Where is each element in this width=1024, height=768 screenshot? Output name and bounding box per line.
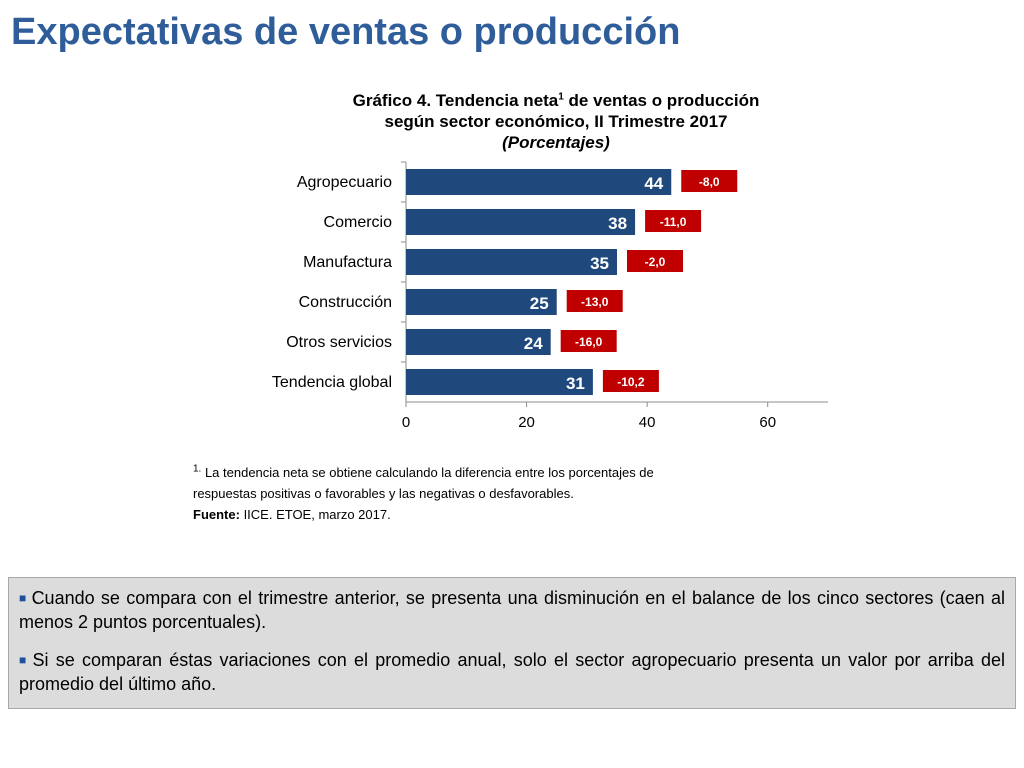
change-badge bbox=[560, 330, 617, 352]
change-badge bbox=[602, 370, 659, 392]
chart-title: Gráfico 4. Tendencia neta1 de ventas o p… bbox=[300, 90, 812, 153]
summary-item: ■ Cuando se compara con el trimestre ante… bbox=[19, 586, 1005, 634]
summary-item: ■ Si se comparan éstas variaciones con el… bbox=[19, 648, 1005, 696]
summary-item-text: Cuando se compara con el trimestre anter… bbox=[19, 588, 1005, 632]
footnote-text: La tendencia neta se obtiene calculando … bbox=[201, 465, 654, 480]
category-label: Tendencia global bbox=[272, 374, 392, 391]
category-label: Otros servicios bbox=[286, 334, 392, 351]
change-badge bbox=[645, 210, 702, 232]
square-bullet-icon: ■ bbox=[19, 591, 28, 605]
chart-title-line1a: Gráfico 4. Tendencia neta bbox=[352, 91, 559, 110]
bar bbox=[406, 249, 617, 275]
category-label: Agropecuario bbox=[297, 174, 392, 191]
source-label: Fuente: bbox=[193, 507, 240, 522]
category-label: Comercio bbox=[324, 214, 393, 231]
chart-title-line1b: de ventas o producción bbox=[563, 91, 760, 110]
change-label: -11,0 bbox=[660, 215, 687, 229]
category-label: Manufactura bbox=[303, 254, 392, 271]
footnote-continued: respuestas positivas o favorables y las … bbox=[193, 486, 574, 501]
bar bbox=[406, 369, 593, 395]
x-tick-label: 40 bbox=[639, 414, 656, 431]
change-label: -10,2 bbox=[617, 375, 645, 389]
bar bbox=[406, 289, 557, 315]
source-note: Fuente: IICE. ETOE, marzo 2017. bbox=[193, 504, 713, 525]
x-tick-label: 0 bbox=[402, 414, 410, 431]
x-tick-label: 20 bbox=[518, 414, 535, 431]
source-text: IICE. ETOE, marzo 2017. bbox=[239, 507, 391, 522]
change-badge bbox=[566, 290, 623, 312]
chart-title-footnote-marker: 1 bbox=[558, 91, 564, 103]
change-badge bbox=[681, 170, 738, 192]
square-bullet-icon: ■ bbox=[19, 653, 29, 667]
bar-value-label: 24 bbox=[524, 334, 543, 353]
chart-title-line3: (Porcentajes) bbox=[502, 133, 610, 152]
bar-value-label: 44 bbox=[644, 174, 663, 193]
bar bbox=[406, 209, 636, 235]
summary-item-text: Si se comparan éstas variaciones con el … bbox=[19, 650, 1006, 694]
footnote-marker: 1. bbox=[193, 463, 202, 475]
category-label: Construcción bbox=[299, 294, 392, 311]
bar bbox=[406, 169, 672, 195]
bar-value-label: 35 bbox=[590, 254, 609, 273]
x-tick-label: 60 bbox=[759, 414, 776, 431]
chart-notes: 1. La tendencia neta se obtiene calculan… bbox=[193, 462, 713, 525]
page-title: Expectativas de ventas o producción bbox=[11, 11, 681, 53]
footnote: 1. La tendencia neta se obtiene calculan… bbox=[193, 462, 713, 483]
bar-value-label: 38 bbox=[608, 214, 627, 233]
change-label: -2,0 bbox=[645, 255, 666, 269]
bar-chart: 0 20 40 60 Agropecuario 44 -8,0 Comercio 38 -11,0… bbox=[272, 161, 828, 431]
chart-title-line2: según sector económico, II Trimestre 201… bbox=[384, 112, 728, 131]
bar-value-label: 25 bbox=[530, 294, 549, 313]
change-badge bbox=[627, 250, 683, 272]
change-label: -8,0 bbox=[699, 175, 720, 189]
bar-value-label: 31 bbox=[566, 374, 585, 393]
change-label: -16,0 bbox=[575, 335, 603, 349]
change-label: -13,0 bbox=[581, 295, 609, 309]
bar bbox=[406, 329, 551, 355]
summary-box: ■ Cuando se compara con el trimestre ante… bbox=[8, 577, 1016, 709]
